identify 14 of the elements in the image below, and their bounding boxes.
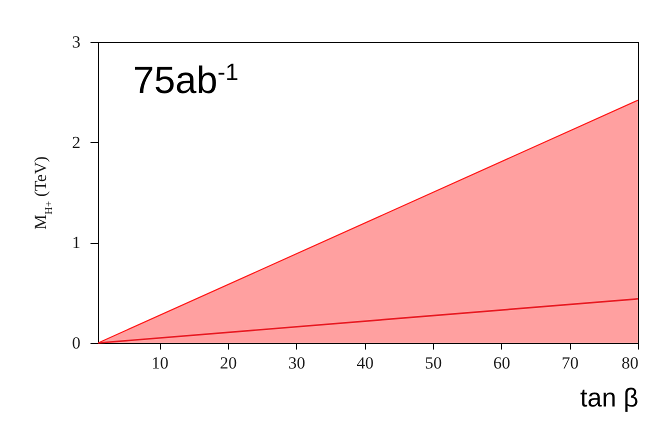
y-tick-label: 2 — [72, 132, 80, 152]
x-tick-label: 10 — [152, 354, 169, 372]
x-tick-label: 70 — [562, 354, 579, 372]
x-tick-label: 20 — [220, 354, 237, 372]
annotation: 75ab$^{-1}$ — [133, 59, 238, 102]
y-tick-label: 3 — [72, 32, 80, 52]
x-tick-label: 60 — [493, 354, 510, 372]
y-tick-label: 0 — [72, 334, 80, 352]
x-tick-label: 80 — [622, 354, 638, 372]
x-tick-label: 40 — [356, 354, 374, 372]
x-tick-label: 30 — [288, 354, 306, 372]
x-tick-label: 50 — [424, 354, 442, 372]
y-tick-label: 1 — [72, 233, 80, 252]
x-axis-title: tan β — [580, 382, 638, 412]
